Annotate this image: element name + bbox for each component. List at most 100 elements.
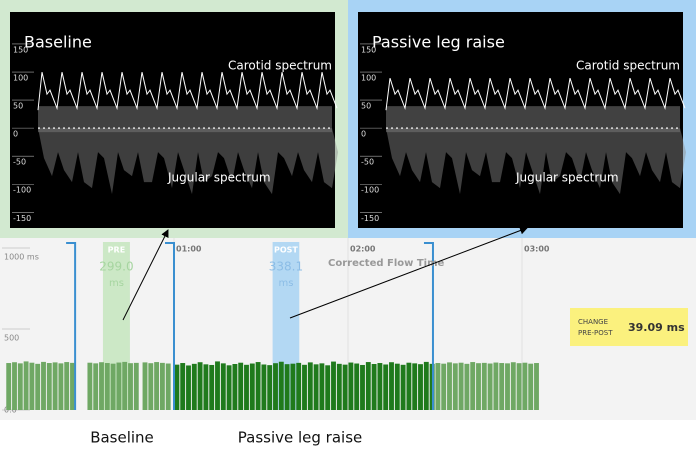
panels: 150 100 50 0 -50 -100 -150 Baseline Carotid spec… xyxy=(0,0,696,238)
bar xyxy=(70,362,75,410)
bar xyxy=(296,362,302,410)
bar xyxy=(331,361,336,410)
panel-label: Carotid spectrum xyxy=(576,59,680,73)
bar xyxy=(104,363,110,410)
bar xyxy=(377,363,383,410)
bar xyxy=(232,364,238,410)
y-tick-label: -50 xyxy=(361,158,374,167)
carotid-envelope xyxy=(385,77,686,111)
bar xyxy=(522,362,528,410)
bar xyxy=(505,363,510,410)
bar xyxy=(418,364,423,410)
bar xyxy=(238,362,244,410)
bar xyxy=(267,365,273,410)
bar xyxy=(133,362,139,410)
bar xyxy=(93,363,99,410)
bar xyxy=(412,363,418,410)
bar xyxy=(481,362,487,410)
bar xyxy=(302,364,307,410)
bar xyxy=(226,365,232,410)
bar xyxy=(493,362,499,410)
bar xyxy=(371,364,377,410)
bar xyxy=(499,363,505,410)
y-tick-label: 100 xyxy=(361,74,376,83)
bracket xyxy=(165,242,175,410)
bar xyxy=(6,363,12,410)
bar xyxy=(180,363,186,410)
bar xyxy=(174,364,180,410)
bar xyxy=(325,365,331,410)
bar xyxy=(400,364,406,410)
x-tick-label: 01:00 xyxy=(176,245,202,254)
bar xyxy=(154,362,160,410)
bar xyxy=(148,363,154,410)
caption: Baseline xyxy=(90,429,154,447)
y-tick-label: 500 xyxy=(4,334,19,343)
bar xyxy=(244,364,249,410)
y-tick-label: -50 xyxy=(13,158,26,167)
bar xyxy=(209,364,215,410)
span-label: POST xyxy=(274,246,298,255)
x-tick-label: 02:00 xyxy=(350,245,376,254)
bar xyxy=(128,363,133,410)
span-value: 338.1 xyxy=(269,260,303,274)
bar xyxy=(470,362,476,410)
bar xyxy=(58,363,64,410)
bar xyxy=(336,363,342,410)
bracket xyxy=(423,242,434,410)
span-value: 299.0 xyxy=(99,260,133,274)
bar xyxy=(203,364,209,410)
bar xyxy=(394,363,400,410)
bar xyxy=(110,363,116,410)
panel-label: Carotid spectrum xyxy=(228,59,332,73)
bar xyxy=(447,362,452,410)
y-tick-label: 100 xyxy=(13,74,28,83)
bar xyxy=(383,364,389,410)
bar xyxy=(487,363,493,410)
y-tick-label: -150 xyxy=(13,214,31,223)
bar xyxy=(389,362,394,410)
y-tick-label: 1000 ms xyxy=(4,253,39,262)
y-tick-label: -150 xyxy=(361,214,379,223)
bar xyxy=(273,363,278,410)
bar xyxy=(197,362,203,410)
bar xyxy=(423,361,429,410)
bar xyxy=(46,363,52,410)
bar xyxy=(354,363,360,410)
change-value: 39.09 ms xyxy=(628,321,685,334)
y-tick-label: 0 xyxy=(361,130,366,139)
bar xyxy=(12,362,17,410)
bar xyxy=(249,363,255,410)
bar xyxy=(290,363,296,410)
arrow xyxy=(122,229,169,321)
bar xyxy=(307,362,313,410)
bar xyxy=(159,362,165,410)
y-tick-label: 150 xyxy=(361,45,376,54)
span-unit: ms xyxy=(278,278,293,289)
change-box xyxy=(570,308,688,346)
bar xyxy=(441,363,447,410)
bar xyxy=(365,362,371,410)
y-tick-label: -100 xyxy=(13,186,31,195)
bar xyxy=(87,362,93,410)
bar xyxy=(534,363,539,410)
bar xyxy=(116,362,122,410)
arrow xyxy=(289,226,528,319)
bar xyxy=(406,362,412,410)
jugular-signal xyxy=(38,128,338,195)
bar xyxy=(516,363,522,410)
bar xyxy=(17,363,23,410)
y-tick-label: 0 xyxy=(13,130,18,139)
bar xyxy=(191,363,197,410)
bar xyxy=(41,361,46,410)
bar xyxy=(23,361,29,410)
jugular-signal xyxy=(386,128,686,195)
bar xyxy=(510,362,516,410)
span-label: PRE xyxy=(108,246,126,255)
panel-title: Passive leg raise xyxy=(372,33,505,52)
change-label: PRE-POST xyxy=(578,329,613,337)
bar xyxy=(458,362,464,410)
